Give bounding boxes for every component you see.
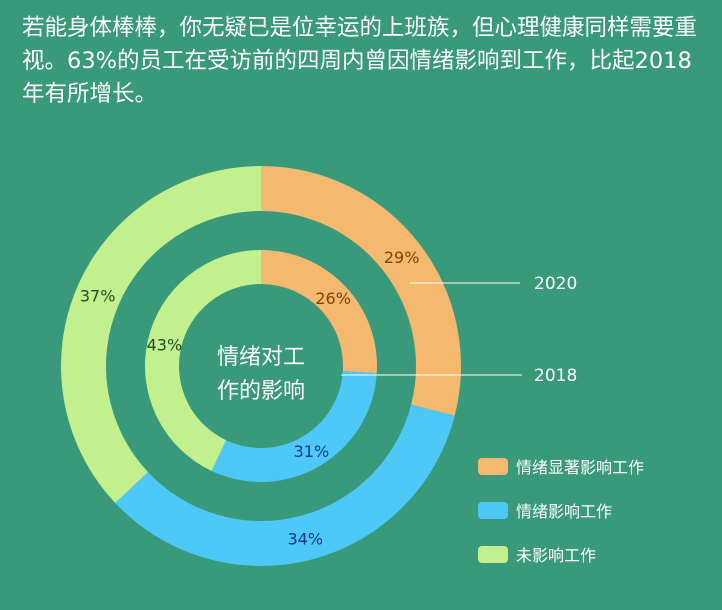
slice-2020-3: [60, 166, 261, 503]
slice-label-2018-3: 43%: [147, 335, 183, 354]
center-label-line-2: 作的影响: [217, 379, 305, 404]
legend-item-3: 未影响工作: [478, 543, 644, 565]
legend-label: 情绪显著影响工作: [516, 458, 645, 477]
slice-label-2020-3: 37%: [80, 286, 116, 305]
intro-paragraph: 若能身体棒棒，你无疑已是位幸运的上班族，但心理健康同样需要重视。63%的员工在受…: [22, 15, 698, 107]
slice-label-2018-2: 31%: [294, 442, 330, 461]
legend-label: 未影响工作: [516, 546, 597, 565]
slice-2020-1: [261, 166, 461, 416]
slice-label-2020-2: 34%: [287, 529, 323, 548]
legend-swatch: [478, 545, 508, 563]
slice-2018-3: [145, 250, 261, 471]
slice-2018-1: [261, 250, 377, 374]
slice-2020-2: [115, 404, 455, 567]
slice-2018-2: [211, 371, 377, 482]
legend-item-1: 情绪显著影响工作: [478, 455, 644, 477]
slice-label-2020-1: 29%: [384, 248, 420, 267]
legend-item-2: 情绪影响工作: [478, 499, 644, 521]
slice-label-2018-1: 26%: [315, 289, 351, 308]
year-label-2018: 2018: [534, 366, 577, 386]
legend-label: 情绪影响工作: [516, 502, 613, 521]
center-label-line-1: 情绪对工: [217, 345, 305, 370]
legend-swatch: [478, 501, 508, 519]
legend: 情绪显著影响工作 情绪影响工作 未影响工作: [478, 455, 644, 587]
year-label-2020: 2020: [534, 274, 577, 294]
legend-swatch: [478, 457, 508, 475]
